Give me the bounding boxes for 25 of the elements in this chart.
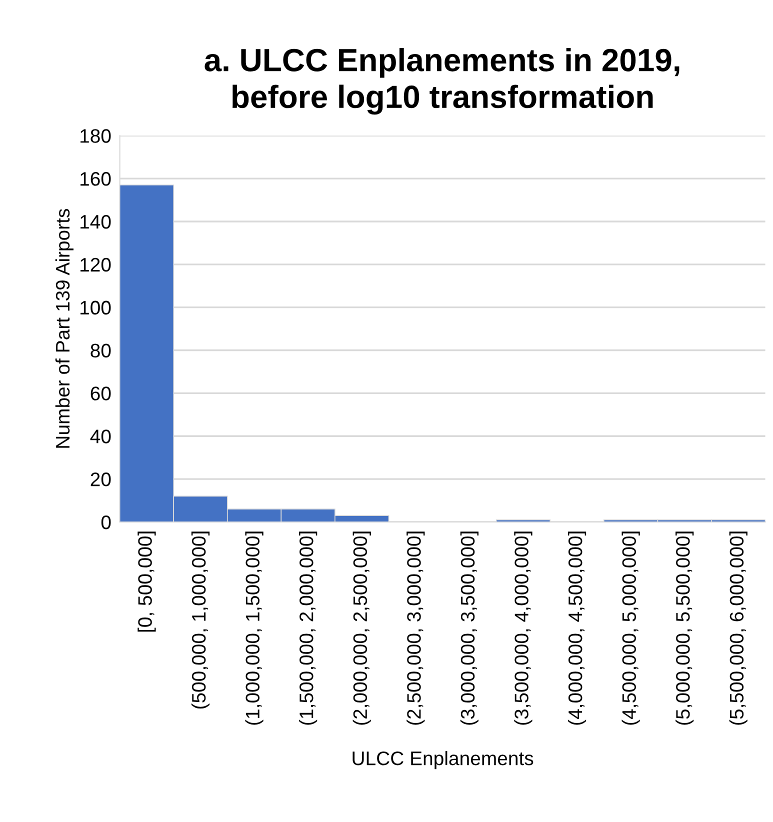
- y-axis-title: Number of Part 139 Airports: [55, 208, 74, 448]
- x-tick-label: (5,500,000, 6,000,000]: [729, 532, 748, 725]
- y-tick-label: 120: [80, 258, 111, 272]
- x-tick-label: (2,500,000, 3,000,000]: [406, 532, 425, 725]
- x-tick-label: [0, 500,000]: [138, 532, 156, 632]
- chart-title: a. ULCC Enplanements in 2019, before log10 transformation: [204, 48, 680, 115]
- x-tick-label: (500,000, 1,000,000]: [191, 532, 210, 709]
- y-tick-label: 100: [80, 300, 111, 315]
- x-tick-label: (1,500,000, 2,000,000]: [299, 532, 318, 725]
- y-tick-label: 0: [101, 515, 111, 530]
- x-tick-label: (1,000,000, 1,500,000]: [245, 532, 264, 725]
- x-tick-label: (4,500,000, 5,000,000]: [622, 532, 640, 725]
- y-tick-label: 60: [90, 386, 111, 400]
- y-tick-label: 140: [80, 214, 111, 229]
- y-tick-label: 20: [90, 472, 111, 486]
- x-axis-title: ULCC Enplanements: [352, 750, 534, 770]
- y-tick-label: 40: [90, 430, 111, 444]
- x-tick-label: (3,500,000, 4,000,000]: [514, 532, 532, 725]
- y-tick-label: 180: [80, 129, 111, 143]
- x-tick-label: (3,000,000, 3,500,000]: [460, 532, 478, 725]
- x-tick-label: (2,000,000, 2,500,000]: [352, 532, 371, 725]
- x-tick-label: (4,000,000, 4,500,000]: [568, 532, 586, 725]
- y-tick-label: 160: [80, 172, 111, 186]
- x-tick-label: (5,000,000, 5,500,000]: [676, 532, 694, 725]
- y-tick-label: 80: [90, 344, 111, 358]
